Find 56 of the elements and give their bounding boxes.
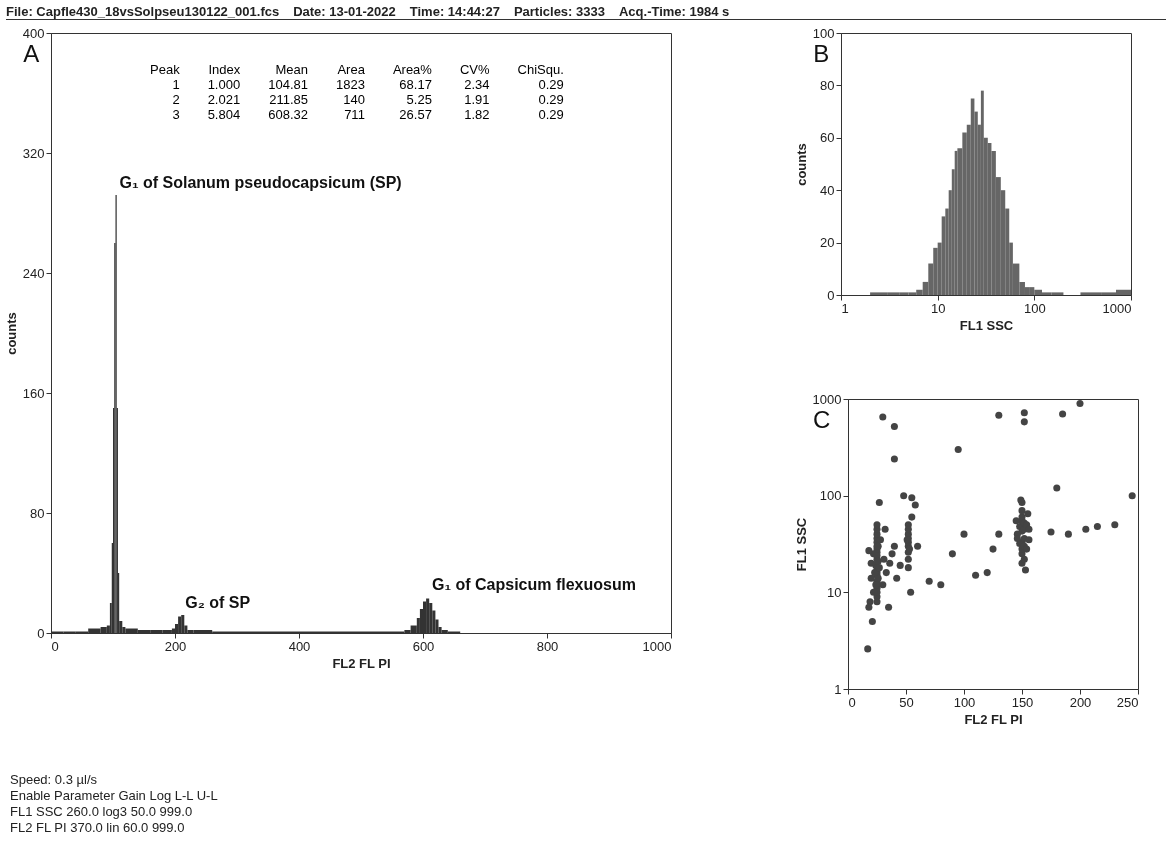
text: 1 1.000 104.81 1823 68.17 2.34 0.29	[172, 77, 564, 92]
text: File: Capfle430_18vsSolpseu130122_001.fcs	[6, 4, 280, 19]
text: Date: 13-01-2022	[293, 4, 396, 19]
x-tick-label: 100	[953, 694, 976, 710]
text: Particles: 3333	[513, 4, 605, 19]
x-tick-label: 200	[1069, 694, 1092, 710]
y-tick-label: 160	[22, 385, 45, 401]
text: 2 2.021 211.85 140 5.25 1.91 0.29	[172, 92, 564, 107]
chart-title: A	[23, 40, 40, 67]
x-axis-title: FL1 SSC	[959, 317, 1014, 333]
annotation: G₁ of Capsicum flexuosum	[431, 576, 636, 593]
text: Speed: 0.3 µl/s	[10, 772, 98, 788]
x-axis-title: FL2 FL PI	[964, 711, 1023, 727]
y-tick-label: 1000	[812, 391, 842, 407]
y-tick-label: 1	[834, 681, 842, 697]
y-tick-label: 80	[820, 77, 835, 93]
text: Time: 14:44:27	[409, 4, 500, 19]
y-tick-label: 0	[827, 287, 835, 303]
x-axis-title: FL2 FL PI	[332, 655, 391, 671]
y-axis-title: counts	[793, 143, 809, 186]
x-tick-label: 10	[930, 300, 946, 316]
x-tick-label: 50	[899, 694, 914, 710]
text: 3 5.804 608.32 711 26.57 1.82 0.29	[172, 107, 564, 122]
text: FL2 FL PI 370.0 lin 60.0 999.0	[10, 820, 186, 836]
y-tick-label: 20	[820, 235, 835, 251]
x-tick-label: 1000	[642, 638, 672, 654]
y-tick-label: 240	[22, 265, 45, 281]
x-tick-label: 200	[164, 638, 187, 654]
x-tick-label: 0	[51, 638, 59, 654]
x-tick-label: 100	[1023, 300, 1046, 316]
text: Enable Parameter Gain Log L-L U-L	[10, 788, 218, 804]
annotation: G₂ of SP	[185, 594, 251, 611]
chart-title: C	[813, 406, 831, 433]
y-tick-label: 0	[37, 625, 45, 641]
x-tick-label: 800	[536, 638, 559, 654]
y-axis-title: counts	[3, 312, 19, 355]
x-tick-label: 150	[1011, 694, 1034, 710]
annotation: G₁ of Solanum pseudocapsicum (SP)	[119, 174, 402, 191]
y-tick-label: 100	[819, 488, 842, 504]
text: Peak Index Mean Area Area% CV% ChiSqu.	[150, 62, 564, 77]
x-tick-label: 0	[848, 694, 856, 710]
y-tick-label: 10	[827, 584, 842, 600]
x-tick-label: 250	[1116, 694, 1139, 710]
text: FL1 SSC 260.0 log3 50.0 999.0	[10, 804, 194, 820]
y-axis-title: FL1 SSC	[793, 517, 809, 572]
x-tick-label: 600	[412, 638, 435, 654]
y-tick-label: 100	[812, 25, 835, 41]
x-tick-label: 400	[288, 638, 311, 654]
text: Acq.-Time: 1984 s	[618, 4, 730, 19]
y-tick-label: 400	[22, 25, 45, 41]
x-tick-label: 1000	[1102, 300, 1132, 316]
chart-title: B	[813, 40, 830, 67]
y-tick-label: 320	[22, 145, 45, 161]
y-tick-label: 40	[820, 182, 835, 198]
y-tick-label: 60	[820, 130, 835, 146]
y-tick-label: 80	[30, 505, 45, 521]
